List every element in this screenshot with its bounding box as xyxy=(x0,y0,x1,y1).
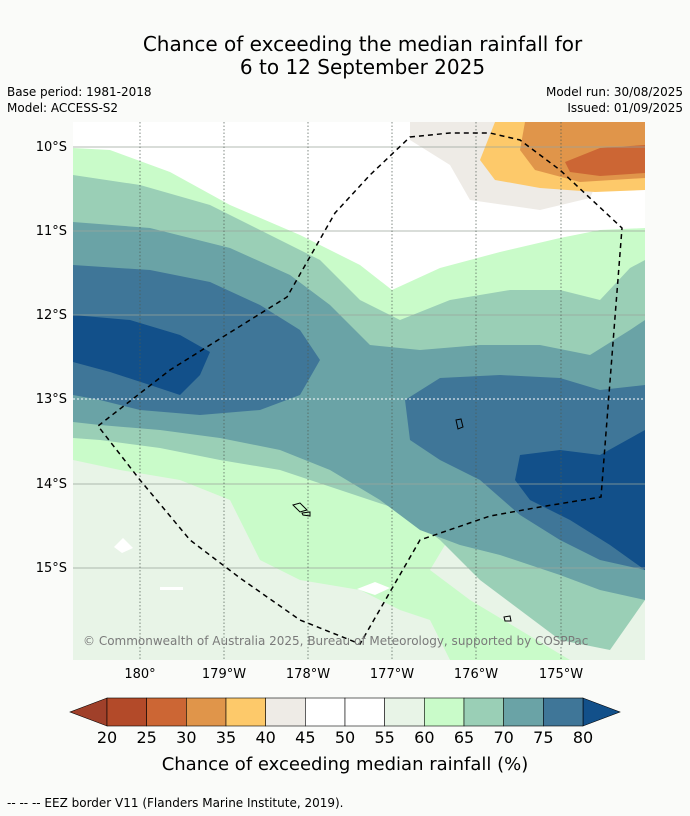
colorbar-tick-label: 30 xyxy=(176,728,196,747)
island xyxy=(301,511,311,517)
colorbar-label: Chance of exceeding median rainfall (%) xyxy=(162,754,529,775)
chart-title-line1: Chance of exceeding the median rainfall … xyxy=(142,32,583,56)
colorbar-tick-label: 70 xyxy=(493,728,513,747)
colorbar-tick-label: 60 xyxy=(414,728,434,747)
colorbar-tick-label: 35 xyxy=(216,728,236,747)
white-patch xyxy=(160,587,183,590)
colorbar-segment xyxy=(186,697,227,727)
model-run-text: Model run: 30/08/2025 xyxy=(545,85,683,99)
issued-text: Issued: 01/09/2025 xyxy=(567,101,683,115)
colorbar-tick-label: 50 xyxy=(335,728,355,747)
colorbar-tick-label: 75 xyxy=(533,728,553,747)
lat-label: 13°S xyxy=(36,392,67,407)
lon-label: 180° xyxy=(124,667,155,682)
island xyxy=(503,615,512,622)
lat-axis-labels: 10°S 11°S 12°S 13°S 14°S 15°S xyxy=(36,140,67,576)
colorbar-ticks: 20 25 30 35 40 45 50 55 60 65 70 75 80 xyxy=(97,728,593,747)
region-25-30 xyxy=(565,145,645,176)
colorbar-segment xyxy=(344,697,385,727)
colorbar-segment xyxy=(225,697,266,727)
colorbar-over-arrow xyxy=(582,697,621,727)
region-over-80-east xyxy=(515,430,645,570)
base-period-text: Base period: 1981-2018 xyxy=(7,85,152,99)
lon-label: 178°W xyxy=(286,667,330,682)
colorbar-segment xyxy=(424,697,465,727)
region-over-80-west xyxy=(73,315,210,395)
island xyxy=(455,418,464,430)
white-patch xyxy=(357,582,390,595)
island xyxy=(292,502,308,513)
lat-label: 14°S xyxy=(36,477,67,492)
metadata-right: Model run: 30/08/2025 Issued: 01/09/2025 xyxy=(546,84,683,116)
colorbar-tick-label: 65 xyxy=(454,728,474,747)
colorbar-tick-label: 25 xyxy=(136,728,156,747)
lon-label: 177°W xyxy=(370,667,414,682)
copyright-text: © Commonwealth of Australia 2025, Bureau… xyxy=(83,634,588,648)
colorbar-segment xyxy=(543,697,584,727)
region-55-60-south xyxy=(73,460,450,660)
colorbar-tick-label: 80 xyxy=(573,728,593,747)
metadata-left: Base period: 1981-2018 Model: ACCESS-S2 xyxy=(7,84,152,116)
lat-gridlines xyxy=(73,146,645,569)
lat-label: 11°S xyxy=(36,224,67,239)
colorbar: 20 25 30 35 40 45 50 55 60 65 70 75 80 Chance of exc… xyxy=(69,697,621,775)
colorbar-segment xyxy=(146,697,187,727)
lat-label: 15°S xyxy=(36,561,67,576)
colorbar-tick-label: 20 xyxy=(97,728,117,747)
colorbar-under-arrow xyxy=(69,697,108,727)
eez-border xyxy=(96,132,623,645)
colorbar-tick-label: 45 xyxy=(295,728,315,747)
model-text: Model: ACCESS-S2 xyxy=(7,101,119,115)
lat-label: 10°S xyxy=(36,140,67,155)
colorbar-segment xyxy=(463,697,504,727)
eez-footnote: -- -- -- EEZ border V11 (Flanders Marine… xyxy=(7,796,344,810)
chart-title-line2: 6 to 12 September 2025 xyxy=(239,55,486,79)
colorbar-segments xyxy=(106,697,584,727)
colorbar-segment xyxy=(305,697,346,727)
map-area: © Commonwealth of Australia 2025, Bureau… xyxy=(73,122,645,660)
lon-label: 175°W xyxy=(539,667,583,682)
colorbar-segment xyxy=(384,697,425,727)
colorbar-segment xyxy=(503,697,544,727)
colorbar-tick-label: 40 xyxy=(255,728,275,747)
white-patch xyxy=(114,538,133,553)
lon-label: 179°W xyxy=(202,667,246,682)
lon-axis-labels: 180° 179°W 178°W 177°W 176°W 175°W xyxy=(124,667,583,682)
colorbar-segment xyxy=(265,697,306,727)
colorbar-tick-label: 55 xyxy=(374,728,394,747)
colorbar-segment xyxy=(106,697,147,727)
lon-gridlines xyxy=(139,122,562,660)
lon-label: 176°W xyxy=(454,667,498,682)
lat-label: 12°S xyxy=(36,308,67,323)
